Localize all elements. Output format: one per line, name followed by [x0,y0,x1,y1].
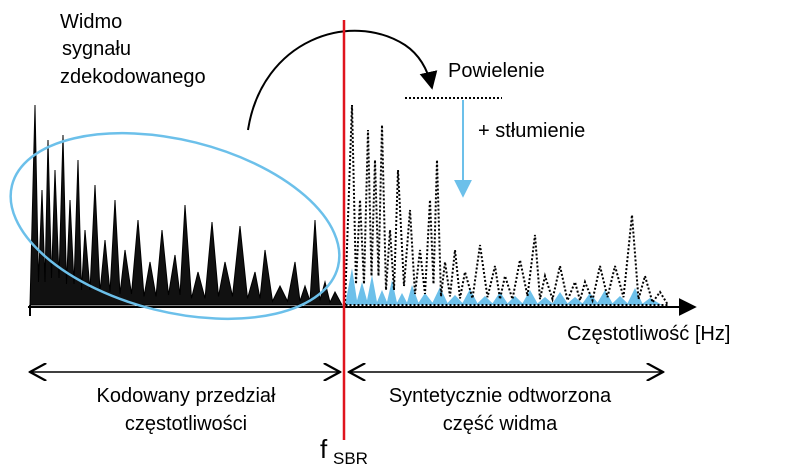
crossover-subscript: SBR [333,449,368,468]
spectrum-label: zdekodowanego [60,66,206,88]
decoded-spectrum [29,104,343,306]
replication-arrow [247,29,438,131]
spectra [29,104,670,306]
replicated-spectrum [343,104,670,306]
synthetic-range-label: część widma [443,413,558,435]
attenuation-label: + stłumienie [478,120,585,142]
spectrum-label: Widmo [60,11,122,33]
crossover-symbol: f [320,434,328,464]
coded-range-label: częstotliwości [125,413,247,435]
coded-range-label: Kodowany przedział [97,385,277,407]
axis-label: Częstotliwość [Hz] [567,323,730,345]
attenuated-spectrum [345,268,662,305]
synthetic-range-label: Syntetycznie odtworzona [389,385,612,407]
replication-label: Powielenie [448,60,545,82]
spectrum-label: sygnału [62,38,131,60]
coded-range-ellipse [9,131,341,321]
